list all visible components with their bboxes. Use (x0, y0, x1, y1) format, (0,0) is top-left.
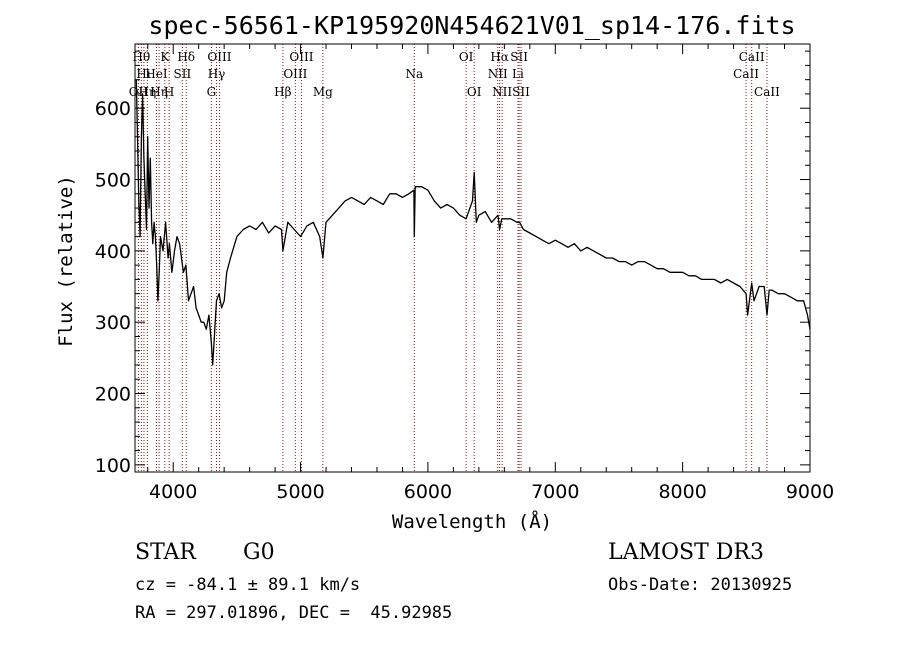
spectral-line-label: Hα (490, 50, 509, 64)
spectrum-series-line (135, 79, 811, 366)
spectral-line-label: OIII (289, 50, 313, 64)
spectral-line-label: Hθ (133, 50, 151, 64)
x-tick-label: 4000 (149, 481, 197, 503)
axes-layer: 4000 5000 6000 7000 8000 9000 100 200 300 400 500 6… (95, 44, 834, 503)
spectral-line-label: H (164, 85, 174, 99)
spectral-line-label: Hη (150, 85, 168, 99)
spectral-line-label: SII (512, 85, 530, 99)
y-tick-label: 400 (95, 241, 131, 263)
x-tick-label: 7000 (531, 481, 579, 503)
spectral-line-label: OIII (283, 67, 307, 81)
x-tick-label: 6000 (404, 481, 452, 503)
redshift-velocity: cz = -84.1 ± 89.1 km/s (135, 575, 361, 595)
spectral-line-label: Na (405, 67, 423, 81)
survey-name: LAMOST DR3 (608, 540, 764, 565)
y-tick-label: 200 (95, 384, 131, 406)
spectral-line-label: CaII (739, 50, 765, 64)
y-axis-label: Flux (relative) (55, 175, 77, 347)
observation-date: Obs-Date: 20130925 (608, 575, 793, 595)
spectral-line-label: Hβ (274, 85, 291, 99)
x-tick-label: 8000 (658, 481, 706, 503)
spectral-line-label: HeI (145, 67, 168, 81)
spectral-line-label: CaII (754, 85, 780, 99)
x-axis-label: Wavelength (Å) (392, 510, 552, 533)
object-class: STAR (135, 540, 196, 565)
y-tick-label: 300 (95, 312, 131, 334)
y-tick-label: 500 (95, 170, 131, 192)
spectral-line-label: SII (174, 67, 192, 81)
spectral-line-label: Mg (313, 85, 333, 99)
spectral-line-label: Hδ (177, 50, 195, 64)
coordinates: RA = 297.01896, DEC = 45.92985 (135, 603, 453, 623)
spectral-line-label: NII (492, 85, 512, 99)
spectral-line-label: SII (510, 50, 528, 64)
spectral-line-label: OI (459, 50, 474, 64)
x-tick-label: 5000 (276, 481, 324, 503)
y-tick-label: 600 (95, 98, 131, 120)
spectral-line-label: Hι (136, 67, 151, 81)
spectral-line-label: OI (467, 85, 482, 99)
y-tick-label: 100 (95, 455, 131, 477)
spectral-line-label: G (207, 85, 217, 99)
series-layer (135, 79, 811, 366)
spectral-line-label: K (160, 50, 170, 64)
spectral-line-label: CaII (733, 67, 759, 81)
plot-frame (134, 43, 811, 473)
spectral-line-label: OIII (207, 50, 231, 64)
spectral-line-label: Hγ (208, 67, 226, 81)
x-tick-label: 9000 (786, 481, 834, 503)
object-subclass: G0 (243, 540, 275, 565)
spectral-lines-layer: OIIHθHιHηHeIHηKHSIIHδGHγOIIIHβOIIIOIIIMg… (129, 44, 780, 472)
spectral-line-label: Li (512, 67, 524, 81)
chart-title: spec-56561-KP195920N454621V01_sp14-176.f… (148, 11, 795, 40)
spectral-line-label: NII (488, 67, 508, 81)
